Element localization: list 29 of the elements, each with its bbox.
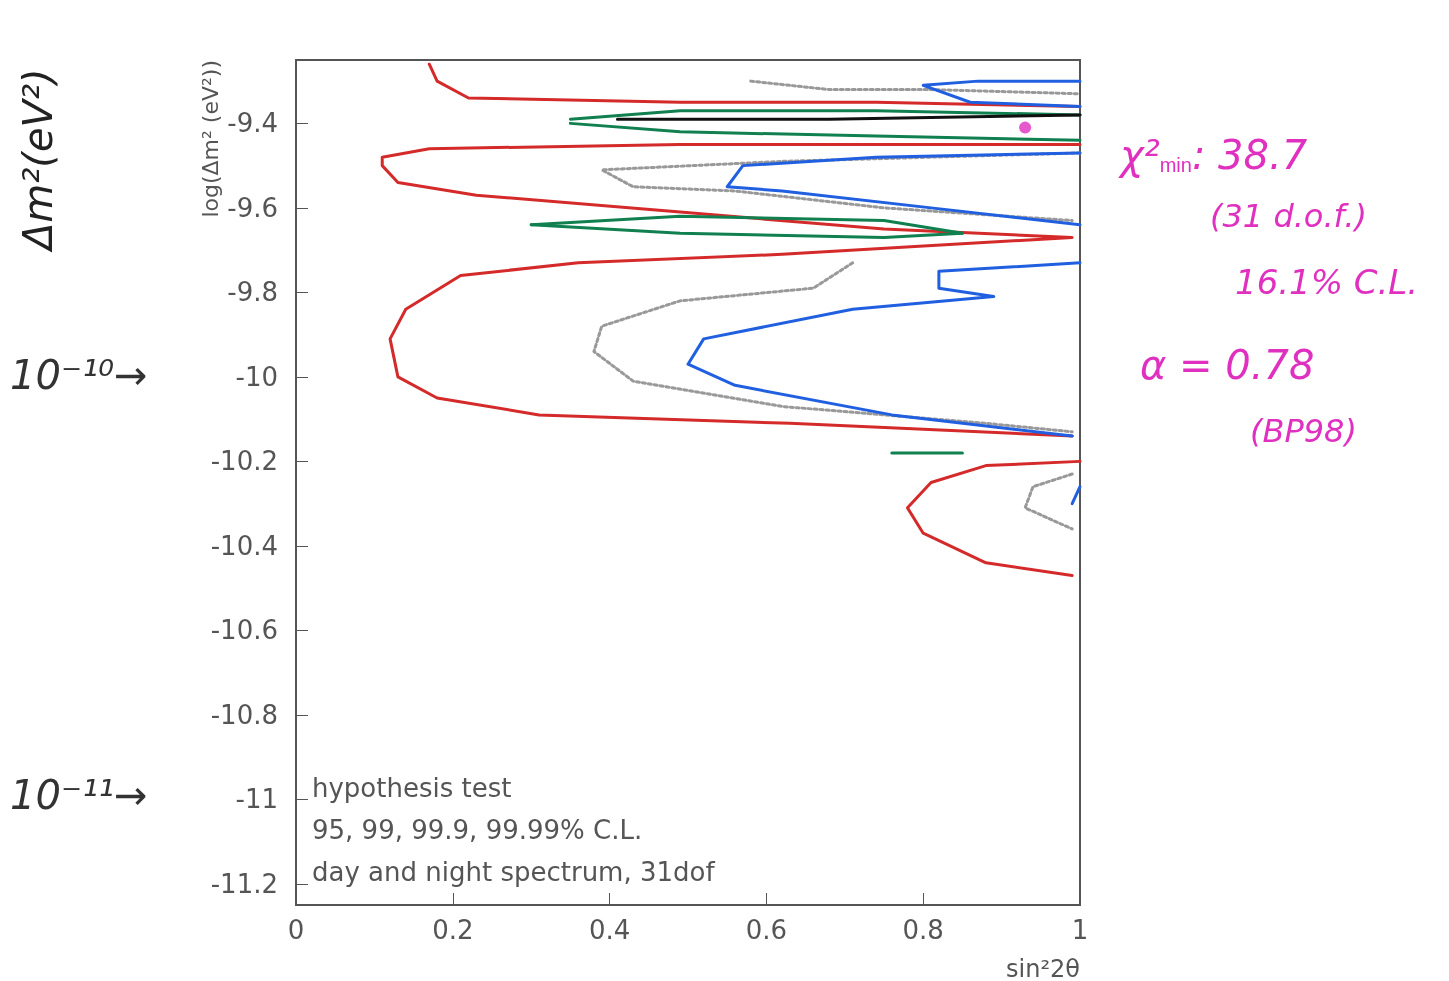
- y-tick-label: -10.6: [210, 615, 278, 646]
- text: 16.1% C.L.: [1235, 262, 1419, 302]
- y-tick-label: -11.2: [210, 868, 278, 899]
- x-tick-label: 0.8: [902, 915, 944, 945]
- y-tick-label: -11: [235, 784, 278, 815]
- annotation: day and night spectrum, 31dof: [312, 857, 716, 887]
- text: Δm²(eV²): [15, 68, 61, 253]
- annotation: 95, 99, 99.9, 99.99% C.L.: [312, 815, 643, 845]
- x-tick-label: 1: [1071, 915, 1089, 945]
- annotation: hypothesis test: [312, 773, 512, 803]
- y-tick-label: -10.2: [210, 446, 278, 477]
- y-tick-label: -10.8: [210, 699, 278, 730]
- y-tick-label: -10.4: [210, 530, 278, 561]
- text: (BP98): [1250, 412, 1357, 450]
- y-tick-label: -10: [235, 361, 278, 392]
- text: (31 d.o.f.): [1210, 197, 1367, 235]
- x-tick-label: 0.2: [432, 915, 474, 945]
- text: 10⁻¹⁰→: [10, 352, 148, 398]
- text: α = 0.78: [1140, 342, 1315, 388]
- x-tick-label: 0: [287, 915, 305, 945]
- y-axis-title: log(Δm² (eV²)): [197, 60, 223, 218]
- x-axis-title: sin²2θ: [1006, 955, 1080, 981]
- text: 10⁻¹¹→: [10, 772, 148, 818]
- y-tick-label: -9.8: [227, 277, 278, 308]
- y-tick-label: -9.6: [227, 192, 278, 223]
- text: χ²min: 38.7: [1118, 132, 1308, 178]
- y-tick-label: -9.4: [227, 108, 278, 139]
- x-tick-label: 0.4: [588, 915, 631, 945]
- x-tick-label: 0.6: [745, 915, 788, 945]
